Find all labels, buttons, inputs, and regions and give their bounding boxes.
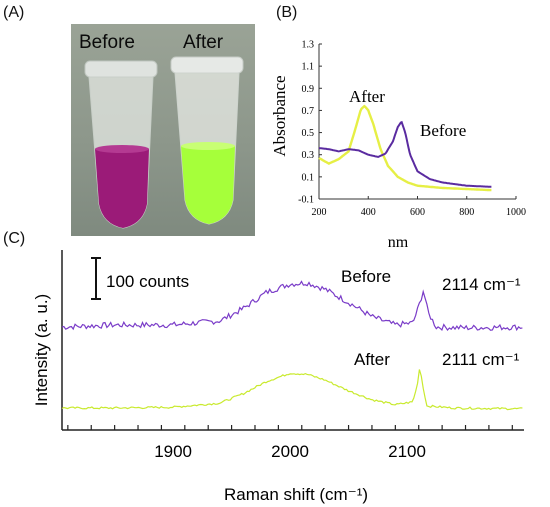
absorbance-y-tick-label: 0.3 (302, 150, 315, 161)
absorbance-series-after (318, 104, 492, 192)
raman-series-after (61, 369, 523, 411)
tube-before-liquid (95, 149, 149, 228)
raman-x-tick-label: 2100 (388, 442, 426, 461)
raman-series-before (61, 280, 523, 332)
raman-before-label: Before (341, 267, 391, 286)
panel-c-label: (C) (3, 230, 26, 247)
absorbance-y-tick-label: -0.1 (298, 195, 314, 206)
tubes-drawing (84, 56, 244, 229)
absorbance-y-tick-label: 0.9 (302, 84, 315, 95)
panel-b-label: (B) (276, 4, 298, 21)
absorbance-x-tick-label: 600 (410, 207, 425, 218)
absorbance-series-before (318, 120, 492, 188)
tube-after-liquid (181, 146, 235, 224)
panel-a-label: (A) (3, 4, 25, 21)
raman-x-axis-label: Raman shift (cm⁻¹) (224, 485, 368, 504)
raman-y-axis-label: Intensity (a. u.) (32, 294, 51, 406)
absorbance-x-axis-label: nm (388, 234, 409, 251)
absorbance-x-tick-label: 800 (459, 207, 474, 218)
raman-before-peak-label: 2114 cm⁻¹ (442, 275, 521, 294)
absorbance-x-tick-label: 400 (361, 207, 376, 218)
tubes-photo: Before After (71, 24, 255, 236)
absorbance-y-tick-label: 0.1 (302, 172, 315, 183)
absorbance-before-label: Before (420, 121, 466, 140)
absorbance-x-tick-label: 200 (312, 207, 327, 218)
absorbance-y-tick-label: 1.1 (302, 62, 315, 73)
absorbance-y-tick-label: 0.5 (302, 128, 315, 139)
absorbance-y-tick-label: 0.7 (302, 106, 315, 117)
photo-after-label: After (183, 32, 224, 53)
absorbance-y-tick-label: 1.3 (302, 40, 315, 51)
tube-after (170, 56, 244, 225)
raman-x-tick-label: 2000 (271, 442, 309, 461)
scale-bar (91, 257, 101, 300)
photo-before-label: Before (79, 32, 135, 53)
absorbance-after-label: After (349, 87, 385, 106)
raman-x-tick-label: 1900 (154, 442, 192, 461)
raman-after-label: After (354, 350, 390, 369)
raman-after-peak-label: 2111 cm⁻¹ (442, 350, 520, 369)
tube-before (84, 60, 158, 229)
absorbance-x-tick-label: 1000 (506, 207, 526, 218)
scale-bar-label: 100 counts (106, 272, 189, 291)
absorbance-y-axis-label: Absorbance (270, 75, 289, 156)
